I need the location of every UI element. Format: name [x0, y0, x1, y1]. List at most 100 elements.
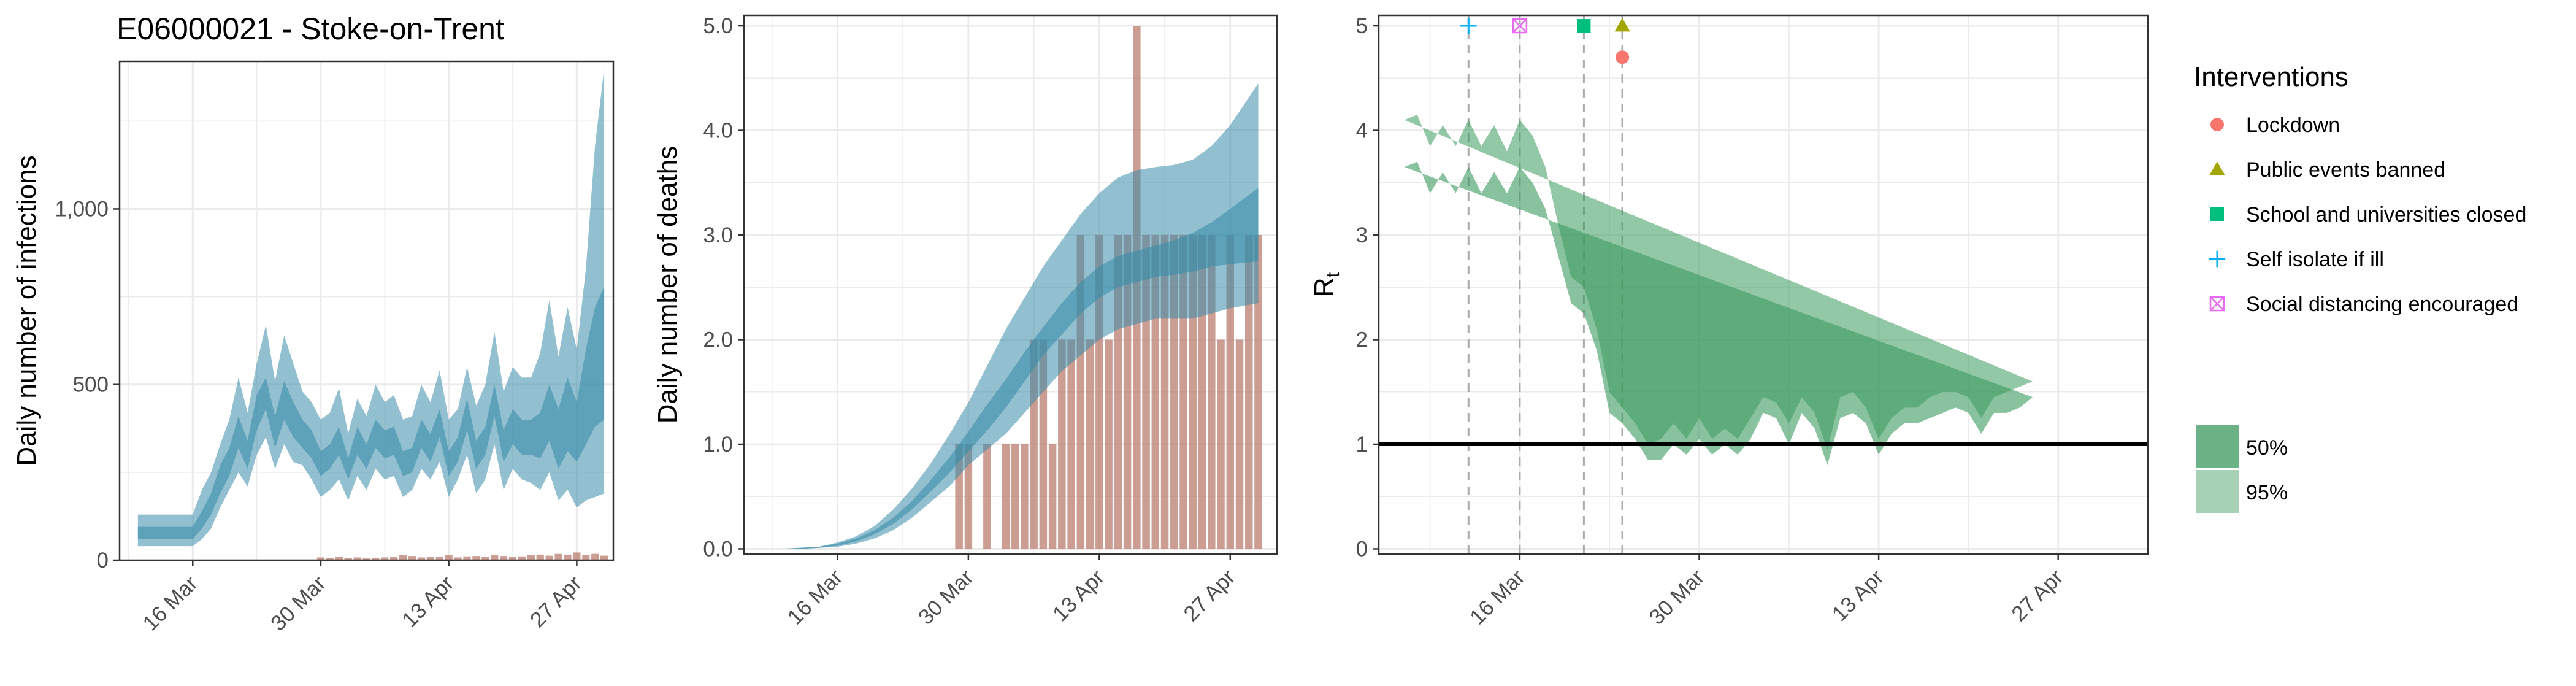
legend-ci-label: 95% — [2246, 481, 2288, 504]
bar-observed — [518, 556, 526, 560]
bar-observed — [573, 552, 581, 560]
panel-border — [118, 60, 615, 561]
bar-observed — [372, 557, 380, 560]
band-50pct — [781, 188, 1259, 549]
bar-observed — [499, 556, 508, 560]
x-tick-label: 16 Mar — [1465, 565, 1530, 630]
y-axis-label: Rt — [1309, 272, 1343, 297]
y-tick-label: 1,000 — [55, 197, 109, 221]
bar-observed — [508, 557, 517, 560]
legend-label: Self isolate if ill — [2246, 248, 2384, 271]
legend-marker-boxx — [2209, 296, 2225, 312]
legend-label: Lockdown — [2246, 114, 2340, 137]
bar-observed — [1235, 339, 1244, 549]
bar-observed — [600, 555, 608, 560]
bar-observed — [316, 557, 325, 560]
bar-observed — [1067, 339, 1075, 549]
bar-observed — [426, 557, 434, 560]
bar-observed — [527, 555, 535, 560]
bar-observed — [545, 555, 553, 560]
bar-observed — [399, 555, 407, 560]
bar-observed — [454, 557, 462, 560]
bar-observed — [1254, 235, 1262, 549]
x-tick-label: 13 Apr — [397, 571, 458, 632]
y-tick-label: 1.0 — [703, 433, 733, 457]
legend: Interventions Lockdown Public events banne… — [2194, 62, 2526, 513]
bar-observed — [564, 554, 572, 560]
y-tick-label: 3.0 — [703, 223, 733, 247]
x-tick-label: 27 Apr — [526, 571, 586, 632]
bar-observed — [554, 553, 562, 560]
bar-observed — [381, 557, 389, 560]
x-tick-label: 27 Apr — [2007, 565, 2068, 626]
x-tick-label: 30 Mar — [914, 565, 978, 630]
intervention-marker — [1512, 18, 1528, 34]
legend-label: Public events banned — [2246, 158, 2445, 182]
bar-observed — [1011, 444, 1019, 549]
bar-observed — [1105, 339, 1113, 549]
bar-observed — [1086, 339, 1094, 549]
y-tick-label: 2 — [1356, 328, 1368, 352]
legend-marker-plus — [2209, 250, 2226, 268]
y-tick-label: 3 — [1356, 223, 1368, 247]
x-tick-label: 27 Apr — [1179, 565, 1240, 626]
plot-area — [137, 68, 608, 560]
bar-observed — [983, 444, 991, 549]
intervention-marker — [1616, 50, 1630, 64]
bar-observed — [390, 557, 398, 560]
y-tick-label: 0.0 — [703, 537, 733, 561]
bar-observed — [536, 554, 544, 560]
y-tick-label: 1 — [1356, 433, 1368, 457]
band-95pct — [781, 83, 1259, 549]
y-tick-label: 2.0 — [703, 328, 733, 352]
y-tick-label: 5 — [1356, 14, 1368, 38]
bar-observed — [964, 444, 973, 549]
bar-observed — [1058, 339, 1066, 549]
bar-observed — [335, 557, 343, 560]
bar-observed — [491, 555, 499, 560]
band-50pct — [1404, 161, 2033, 466]
legend-ci-swatch — [2196, 425, 2239, 468]
bar-observed — [1021, 444, 1029, 549]
legend-ci-swatch — [2196, 470, 2239, 513]
panel-border — [1378, 14, 2149, 555]
bar-observed — [1217, 339, 1225, 549]
bar-observed — [472, 556, 480, 560]
y-tick-label: 4 — [1356, 119, 1368, 143]
bar-observed — [481, 557, 489, 560]
x-tick-label: 13 Apr — [1828, 565, 1888, 626]
legend-marker-circle — [2210, 118, 2224, 131]
bar-observed — [463, 556, 471, 560]
legend-marker-triangle — [2209, 161, 2225, 175]
bar-observed — [435, 557, 443, 560]
legend-ci-label: 50% — [2246, 436, 2288, 460]
panel-border — [743, 14, 1278, 555]
bar-observed — [326, 558, 334, 560]
y-axis-label: Daily number of infections — [12, 155, 42, 466]
plot-area — [781, 26, 1262, 549]
y-tick-label: 0 — [1356, 537, 1368, 561]
chart-panel-3: 0 1 2 3 4 5 16 Mar 30 Mar 13 Apr 27 Apr Rt — [1309, 14, 2149, 630]
bar-observed — [1245, 235, 1253, 549]
bar-observed — [445, 555, 453, 560]
legend-marker-square — [2210, 207, 2224, 221]
x-tick-label: 30 Mar — [1645, 565, 1709, 630]
bar-observed — [408, 556, 416, 560]
bar-observed — [417, 557, 426, 560]
band-95pct — [137, 68, 605, 547]
bar-observed — [1048, 444, 1057, 549]
y-tick-label: 4.0 — [703, 119, 733, 143]
bar-observed — [353, 557, 361, 560]
chart-panel-2: 0.0 1.0 2.0 3.0 4.0 5.0 16 Mar 30 Mar 13 Apr 27 A… — [653, 14, 1278, 630]
legend-title: Interventions — [2194, 62, 2348, 92]
bar-observed — [1226, 235, 1235, 549]
x-tick-label: 30 Mar — [266, 571, 331, 636]
plot-area — [1379, 15, 2148, 554]
y-tick-label: 5.0 — [703, 14, 733, 38]
x-tick-label: 13 Apr — [1048, 565, 1109, 626]
bar-observed — [362, 558, 370, 560]
legend-label: School and universities closed — [2246, 203, 2526, 226]
x-tick-label: 16 Mar — [138, 571, 202, 636]
legend-label: Social distancing encouraged — [2246, 293, 2518, 316]
